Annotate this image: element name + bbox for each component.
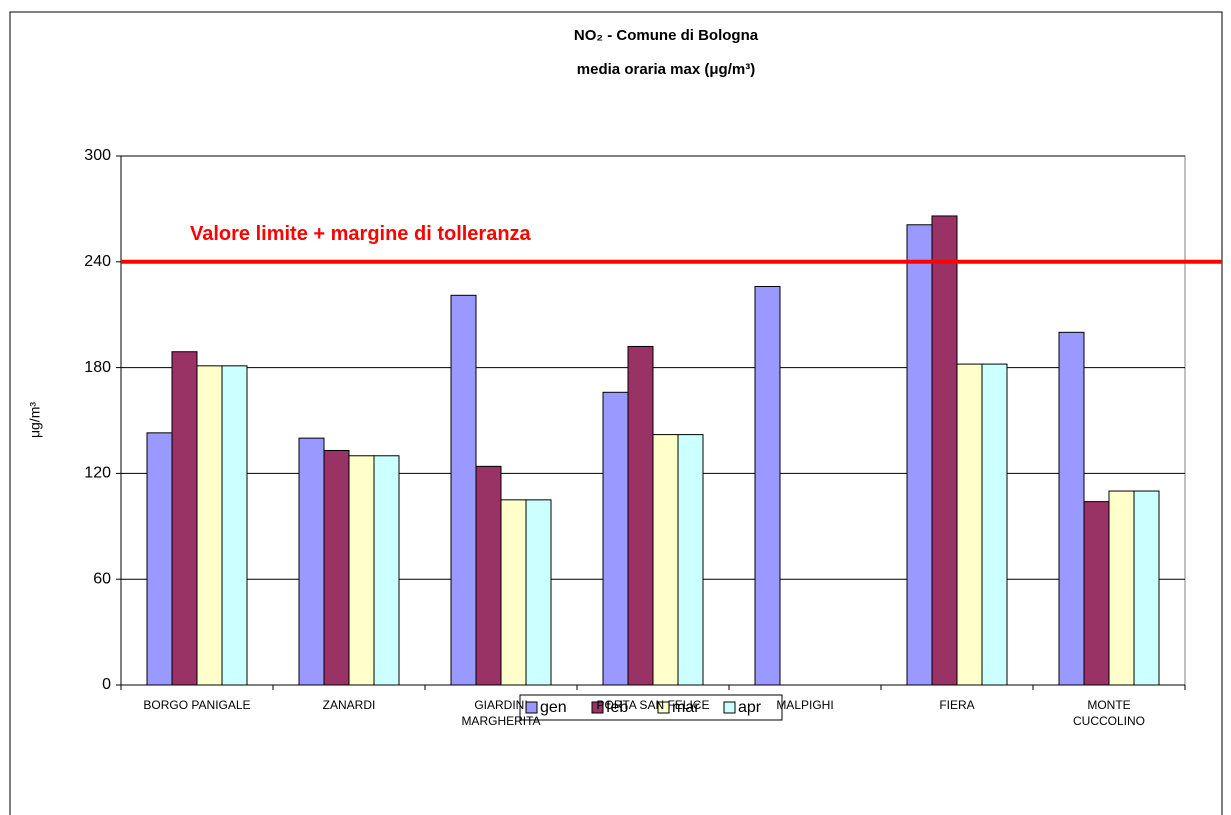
bar [298,437,325,686]
bar [602,391,629,686]
x-tick-label: MALPIGHI [776,698,834,712]
x-tick-label: ZANARDI [322,698,376,712]
bar [475,465,502,686]
bar [348,455,375,686]
bar [171,351,198,686]
legend-label: mar [672,699,700,716]
bar [906,224,933,686]
y-tick-label: 0 [102,676,111,693]
legend-swatch [525,701,538,714]
bar [500,499,527,686]
y-tick-label: 120 [84,465,111,482]
bar [450,294,477,686]
legend-swatch [591,701,604,714]
y-tick-label: 240 [84,253,111,270]
bar [931,215,958,686]
bar [525,499,552,686]
limit-label: Valore limite + margine di tolleranza [190,223,532,245]
x-tick-label: BORGO PANIGALE [143,698,251,712]
x-tick-label: GIARDINI MARGHERITA [461,698,541,728]
bar [627,345,654,686]
bar [1108,490,1135,686]
legend-box [519,694,783,721]
legend-label: feb [606,699,628,716]
x-tick-label: PORTA SAN FELICE [596,698,710,712]
bar [1058,331,1085,686]
bar [323,449,350,686]
bar [981,363,1008,686]
bar [652,434,679,686]
bar [146,432,173,686]
bar [677,434,704,686]
legend-swatch [723,701,736,714]
x-tick-label: FIERA [939,698,975,712]
bar [196,365,223,686]
bar [754,285,781,686]
y-axis-label: μg/m³ [27,402,43,438]
y-tick-label: 300 [84,147,111,164]
legend-label: apr [738,699,762,716]
chart-title: NO₂ - Comune di Bologna [574,27,759,44]
legend-swatch [657,701,670,714]
bar [1133,490,1160,686]
y-tick-label: 180 [84,359,111,376]
chart-subtitle: media oraria max (μg/m³) [577,61,755,78]
bar [1083,501,1110,686]
bar [373,455,400,686]
y-tick-label: 60 [93,570,111,587]
legend-label: gen [540,699,567,716]
bar [221,365,248,686]
x-tick-label: MONTE CUCCOLINO [1072,698,1145,728]
bar [956,363,983,686]
